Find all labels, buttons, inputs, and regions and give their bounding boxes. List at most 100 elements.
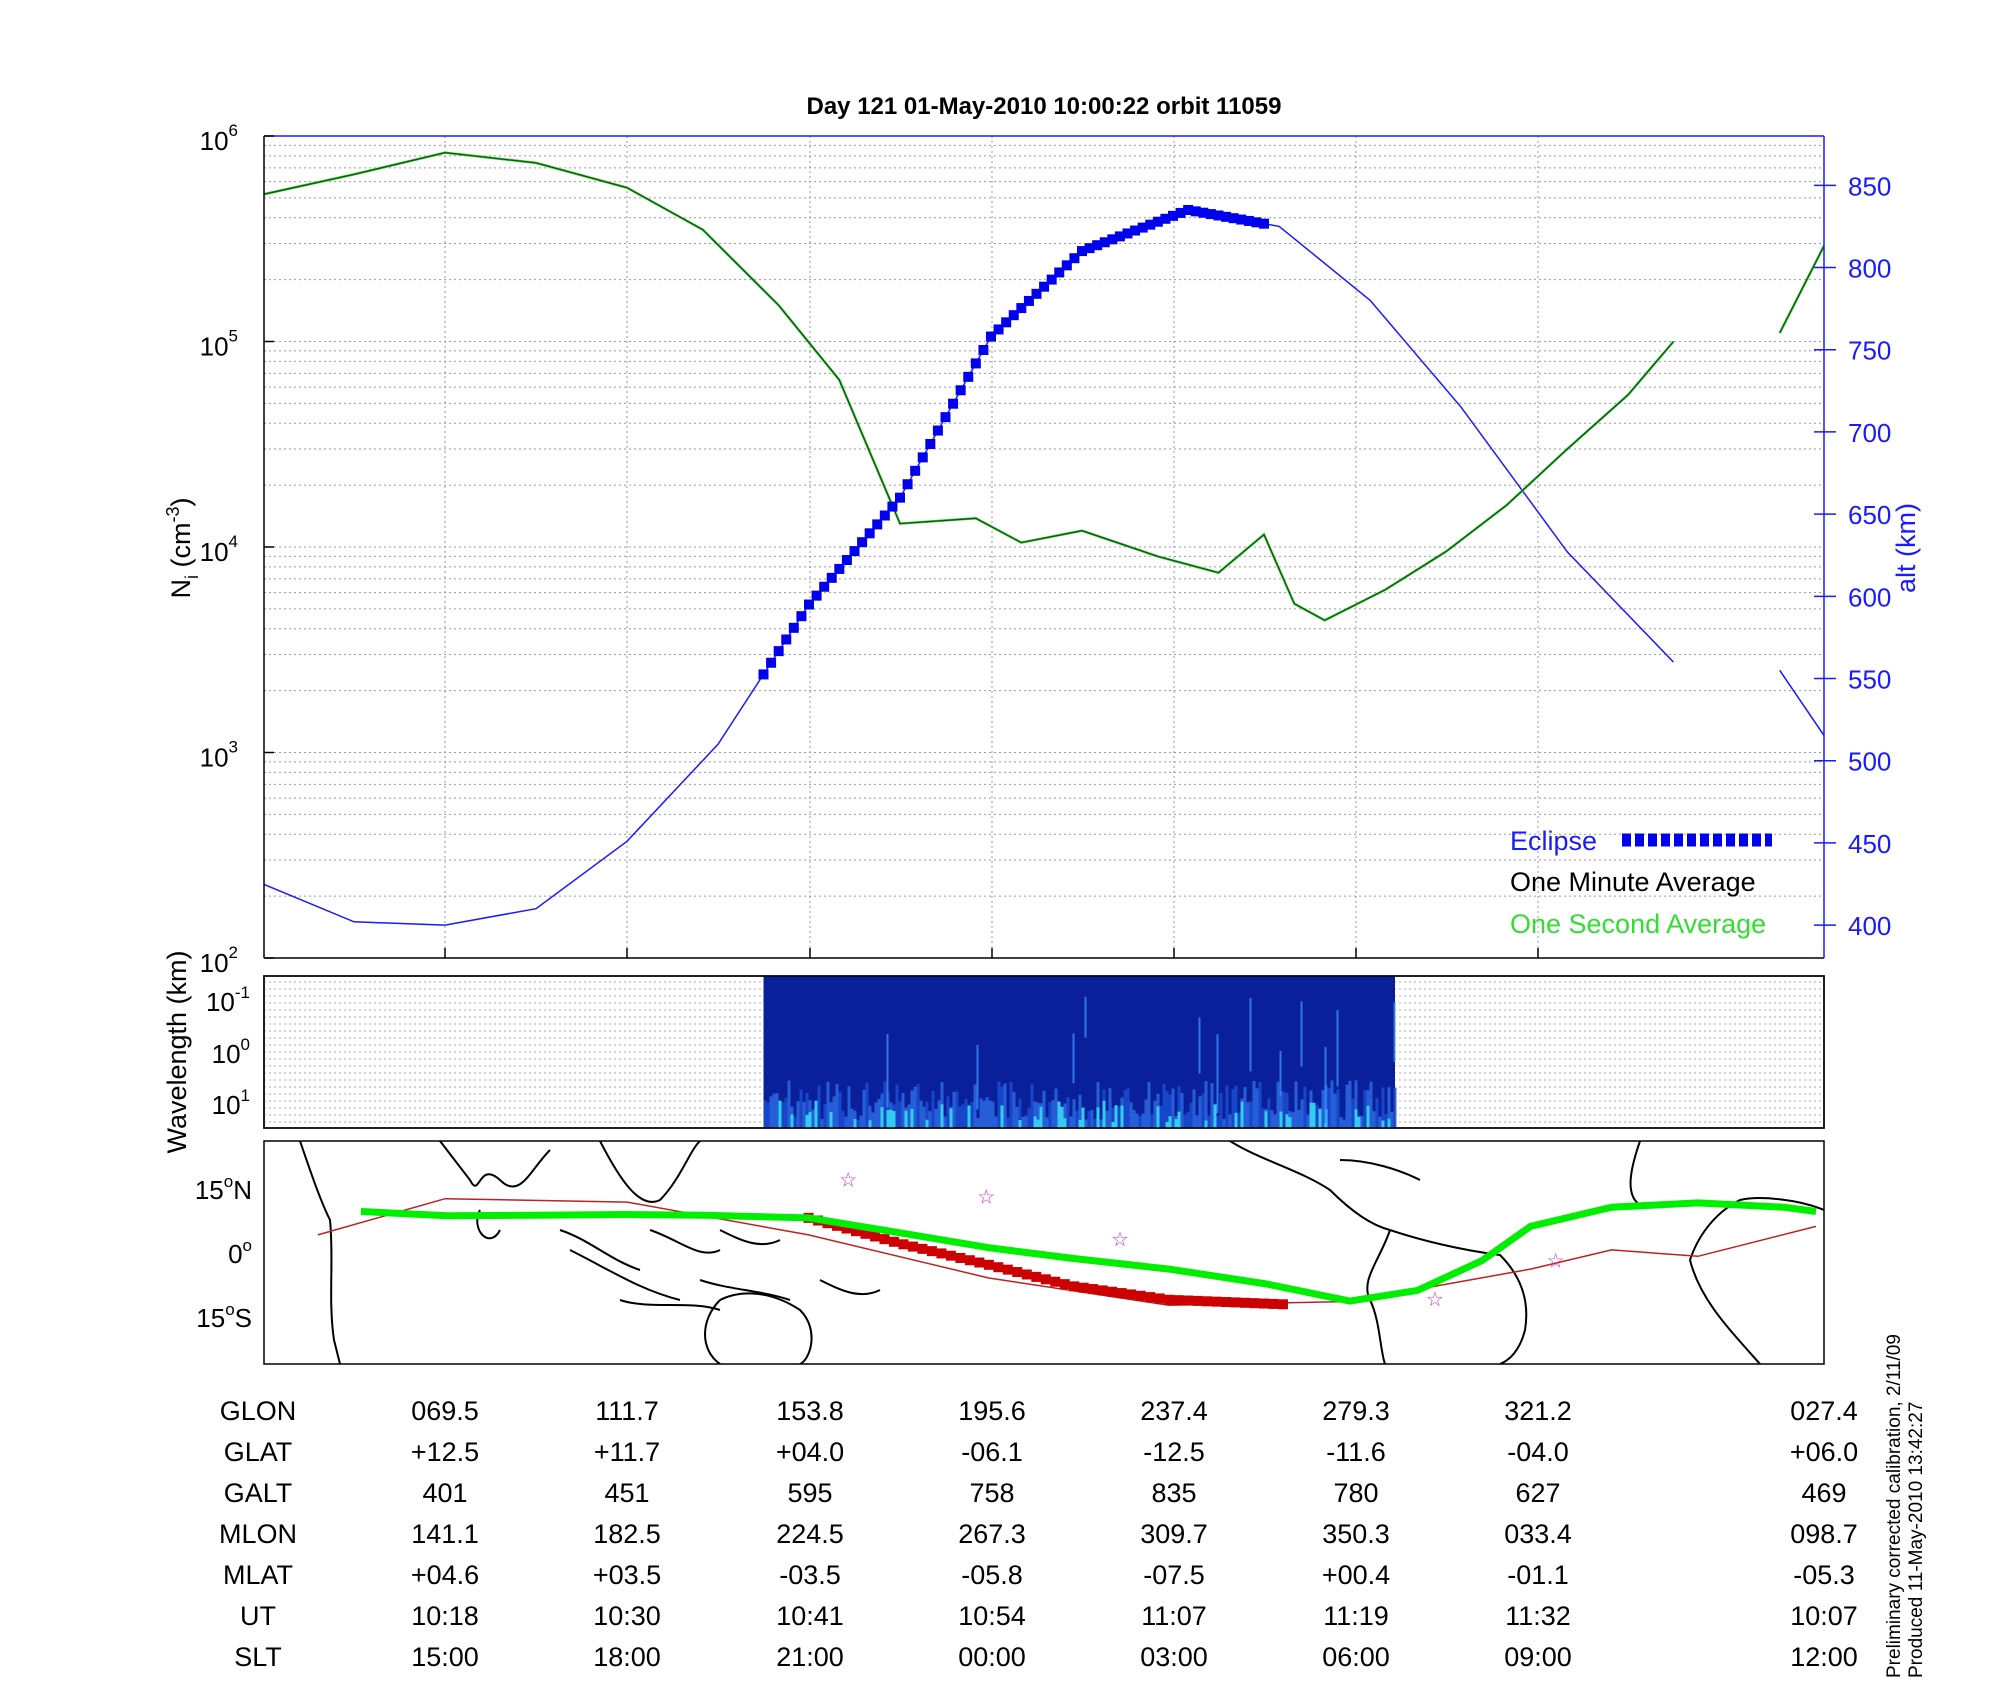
spectrogram-column — [1171, 1088, 1175, 1128]
coast-australia — [704, 1292, 813, 1364]
table-cell: 10:07 — [1790, 1601, 1858, 1631]
eclipse-marker — [993, 324, 1004, 335]
spectrogram-column-high — [1033, 1116, 1037, 1128]
spectrogram-column — [1084, 1119, 1088, 1128]
table-cell: 033.4 — [1504, 1519, 1572, 1549]
spectrogram-column-high — [1213, 1104, 1217, 1128]
eclipse-marker — [849, 546, 860, 557]
spectrogram-streak — [1279, 1050, 1282, 1096]
spectrogram-column — [1387, 1087, 1391, 1128]
spectrogram-column — [1246, 1102, 1250, 1128]
spectrogram-column — [898, 1101, 902, 1128]
eclipse-marker — [841, 555, 852, 566]
eclipse-marker — [1122, 228, 1133, 239]
right-tick-label: 600 — [1848, 582, 1891, 612]
spectrogram-column — [1096, 1082, 1100, 1128]
eclipse-marker — [1228, 213, 1239, 224]
spectrogram-column — [1090, 1109, 1094, 1128]
table-row-label: MLON — [219, 1519, 297, 1549]
table-cell: 279.3 — [1322, 1396, 1390, 1426]
spectrogram-column-high — [1366, 1105, 1370, 1128]
spectrogram-column — [784, 1097, 788, 1128]
legend-minute-label: One Minute Average — [1510, 867, 1756, 897]
spectrogram-column — [970, 1102, 974, 1128]
legend-eclipse-label: Eclipse — [1510, 826, 1597, 856]
footprint-marker — [1230, 1297, 1241, 1308]
spectrogram-column — [781, 1102, 785, 1128]
spectrogram-column — [901, 1092, 905, 1128]
spectrogram-column — [1021, 1116, 1025, 1128]
spectrogram-column — [1126, 1088, 1130, 1128]
spectrogram-column — [1294, 1081, 1298, 1128]
spectrogram-column-high — [853, 1118, 857, 1128]
spectrogram-column — [1372, 1111, 1376, 1128]
footprint-marker — [917, 1243, 928, 1254]
eclipse-marker — [1039, 281, 1050, 292]
spectrogram-column — [1042, 1090, 1046, 1128]
eclipse-marker — [948, 398, 959, 409]
table-cell: -05.3 — [1793, 1560, 1855, 1590]
spectrogram-column — [1327, 1087, 1331, 1128]
one-minute-segment — [264, 151, 1674, 622]
spectrogram-column — [817, 1085, 821, 1128]
table-cell: 182.5 — [593, 1519, 661, 1549]
spectrogram-column-high — [880, 1107, 884, 1128]
spectrogram-column — [1378, 1116, 1382, 1128]
right-tick-label: 500 — [1848, 747, 1891, 777]
latitude-tick-label: 15oN — [195, 1172, 252, 1205]
eclipse-marker — [1205, 209, 1216, 220]
spectrogram-column — [934, 1108, 938, 1128]
spectrogram-column — [1291, 1112, 1295, 1128]
spectrogram-column — [1306, 1114, 1310, 1128]
eclipse-marker — [819, 581, 830, 592]
footprint-marker — [936, 1248, 947, 1259]
spectrogram-tick-label: 101 — [212, 1086, 250, 1120]
eclipse-marker — [963, 371, 974, 382]
spectrogram-column — [1054, 1088, 1058, 1128]
table-cell: +12.5 — [411, 1437, 479, 1467]
chart-title: Day 121 01-May-2010 10:00:22 orbit 11059 — [807, 93, 1282, 120]
right-tick-label: 400 — [1848, 911, 1891, 941]
spectrogram-column — [805, 1092, 809, 1128]
footprint-marker — [1069, 1281, 1080, 1292]
footprint-marker — [1164, 1294, 1175, 1305]
eclipse-marker — [887, 501, 898, 512]
spectrogram-column — [1033, 1101, 1037, 1128]
table-cell: -12.5 — [1143, 1437, 1205, 1467]
eclipse-marker — [796, 611, 807, 622]
spectrogram-column — [1303, 1086, 1307, 1128]
footprint-marker — [860, 1228, 871, 1239]
spectrogram-column — [868, 1105, 872, 1128]
spectrogram-column-high — [808, 1112, 812, 1128]
spectrogram-column — [1177, 1086, 1181, 1128]
spectrogram-column — [1345, 1084, 1349, 1128]
spectrogram-column — [1339, 1117, 1343, 1128]
footprint-marker — [1088, 1284, 1099, 1295]
eclipse-marker — [872, 519, 883, 530]
spectrogram-column — [1255, 1088, 1259, 1128]
eclipse-marker — [1130, 225, 1141, 236]
produced-note: Produced 11-May-2010 13:42:27 — [1906, 1402, 1927, 1678]
footprint-marker — [926, 1246, 937, 1257]
footprint-marker — [851, 1226, 862, 1237]
footprint-marker — [1192, 1295, 1203, 1306]
right-tick-label: 550 — [1848, 665, 1891, 695]
table-cell: 835 — [1151, 1478, 1196, 1508]
spectrogram-column-high — [1111, 1121, 1115, 1128]
spectrogram-column — [922, 1106, 926, 1128]
spectrogram-panel: 10-1 100 101 Wavelength (km) — [162, 950, 1825, 1154]
eclipse-marker — [1160, 213, 1171, 224]
spectrogram-column-high — [1279, 1111, 1283, 1128]
spectrogram-column — [916, 1084, 920, 1128]
spectrogram-column — [1300, 1099, 1304, 1128]
ionosonde-star: ☆ — [1426, 1289, 1444, 1311]
eclipse-marker — [902, 479, 913, 490]
spectrogram-streak — [1249, 998, 1252, 1072]
spectrogram-column — [1129, 1102, 1133, 1128]
spectrogram-column — [844, 1116, 848, 1128]
footprint-marker — [1031, 1271, 1042, 1282]
table-cell: 00:00 — [958, 1642, 1026, 1672]
table-cell: +06.0 — [1790, 1437, 1858, 1467]
spectrogram-column-high — [1387, 1118, 1391, 1128]
table-cell: -06.1 — [961, 1437, 1023, 1467]
